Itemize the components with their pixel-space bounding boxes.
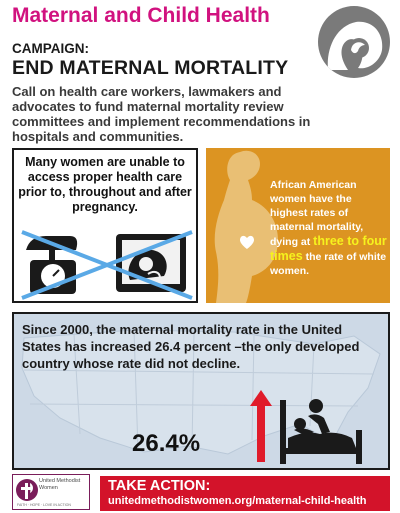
access-icons: [21, 230, 193, 300]
campaign-headline: END MATERNAL MORTALITY: [12, 57, 289, 79]
trend-text: Since 2000, the maternal mortality rate …: [22, 322, 360, 371]
access-card-text: Many women are unable to access proper h…: [18, 155, 192, 214]
trend-stat: 26.4%: [132, 430, 201, 457]
ultrasound-monitor-icon: [116, 234, 186, 292]
access-card: Many women are unable to access proper h…: [12, 148, 198, 303]
org-name: United Methodist Women: [39, 478, 81, 491]
take-action-banner[interactable]: TAKE ACTION: unitedmethodistwomen.org/ma…: [100, 476, 390, 511]
campaign-label: CAMPAIGN:: [12, 41, 89, 56]
cross-flame-icon: [16, 479, 38, 501]
disparity-highlight: three to four times: [270, 234, 387, 263]
disparity-text-before: African American women have the highest …: [270, 179, 364, 248]
take-action-label: TAKE ACTION:: [108, 478, 211, 494]
pregnant-woman-silhouette-icon: [214, 150, 278, 303]
trend-card: Since 2000, the maternal mortality rate …: [12, 312, 390, 470]
disparity-card: African American women have the highest …: [206, 148, 390, 303]
us-map-background: [14, 314, 388, 468]
mother-child-profile-icon: [318, 6, 390, 78]
up-arrow-icon: [250, 390, 272, 462]
page-title: Maternal and Child Health: [12, 4, 270, 27]
take-action-link[interactable]: unitedmethodistwomen.org/maternal-child-…: [108, 495, 367, 507]
org-tagline: FAITH · HOPE · LOVE IN ACTION: [17, 503, 71, 507]
org-logo: United Methodist Women FAITH · HOPE · LO…: [12, 474, 90, 510]
disparity-text: African American women have the highest …: [270, 178, 388, 278]
disparity-text-after: the rate of white women.: [270, 251, 387, 277]
hospital-bed-icon: [280, 399, 362, 464]
campaign-description: Call on health care workers, lawmakers a…: [12, 84, 311, 144]
